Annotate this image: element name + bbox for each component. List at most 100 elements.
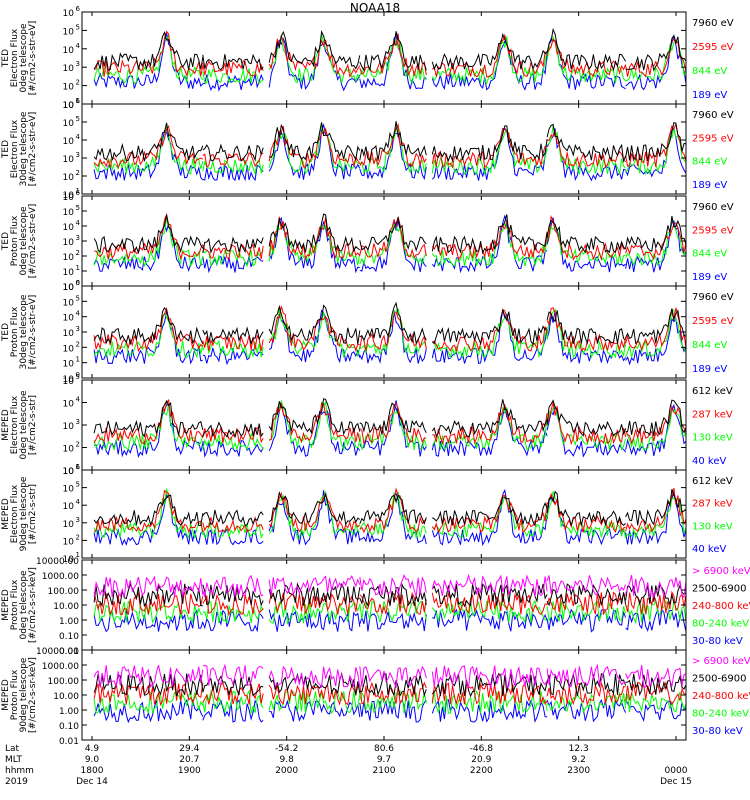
y-tick-label: 10	[63, 377, 75, 387]
y-axis-label: TED	[1, 49, 11, 68]
x-row-label: MLT	[5, 755, 23, 765]
series-trace-black	[431, 399, 548, 438]
y-tick-label: 10	[63, 445, 75, 455]
series-trace-blue	[268, 37, 361, 92]
series-trace-black	[625, 673, 687, 697]
y-axis-label: 30deg telescope	[19, 111, 29, 186]
panel-meped-electron-90deg	[93, 487, 687, 547]
series-trace-red	[268, 402, 361, 444]
y-tick-exponent: 6	[76, 97, 81, 105]
series-trace-black	[93, 214, 204, 255]
y-tick-exponent: 3	[76, 60, 80, 68]
y-tick-exponent: 2	[76, 533, 80, 541]
series-trace-green	[202, 522, 264, 539]
y-tick-label: 10	[63, 119, 75, 129]
legend-entry: 2500-6900	[692, 584, 747, 595]
series-trace-black	[625, 215, 687, 252]
y-tick-label: 10.00	[53, 602, 79, 612]
series-trace-red	[546, 402, 627, 445]
legend-entry: 844 eV	[692, 157, 727, 168]
series-trace-black	[268, 490, 361, 526]
series-trace-black	[431, 214, 548, 255]
y-tick-exponent: 3	[76, 516, 80, 524]
series-trace-green	[93, 33, 204, 85]
y-tick-label: 10	[63, 208, 75, 218]
series-trace-blue	[431, 488, 548, 547]
x-axis-hhmm-label: 2100	[373, 766, 396, 776]
y-axis-label: TED	[1, 232, 11, 251]
y-tick-label: 0.10	[59, 632, 79, 642]
y-axis-label: 0deg telescope	[19, 206, 29, 276]
series-trace-black	[359, 402, 427, 435]
series-trace-red	[268, 592, 360, 615]
series-trace-magenta	[625, 665, 687, 688]
series-trace-black	[546, 583, 627, 607]
series-trace-green	[431, 36, 548, 85]
y-tick-label: 10	[63, 329, 75, 339]
y-axis-label: 90deg telescope	[19, 657, 29, 732]
y-tick-label: 10	[63, 101, 75, 111]
y-axis-label: TED	[1, 140, 11, 159]
panel-frame	[81, 649, 687, 741]
x-row-label: Lat	[5, 744, 20, 754]
series-trace-green	[625, 408, 687, 451]
series-trace-red	[359, 402, 427, 446]
series-trace-green	[268, 309, 361, 358]
series-trace-green	[431, 690, 548, 714]
series-trace-red	[359, 591, 427, 615]
y-tick-exponent: 2	[76, 169, 80, 177]
series-trace-blue	[94, 403, 204, 458]
x-axis-mlt-label: 20.7	[179, 755, 199, 765]
y-axis-label: Proton Flux	[10, 306, 20, 357]
y-tick-label: 10	[63, 298, 75, 308]
series-trace-black	[93, 307, 204, 346]
series-trace-blue	[546, 310, 627, 365]
legend-entry: 287 keV	[692, 499, 733, 510]
series-trace-red	[546, 307, 627, 352]
series-trace-red	[94, 212, 204, 261]
series-trace-blue	[546, 406, 627, 458]
series-trace-green	[432, 316, 548, 360]
legend-entry: > 6900 keV	[692, 656, 750, 667]
y-tick-exponent: 6	[76, 279, 81, 287]
legend-entry: 844 eV	[692, 249, 727, 260]
series-trace-red	[625, 307, 687, 352]
series-trace-red	[431, 33, 548, 78]
series-trace-red	[268, 306, 360, 352]
y-tick-label: 10	[63, 485, 75, 495]
series-trace-red	[546, 214, 626, 261]
y-tick-exponent: 4	[76, 133, 81, 141]
series-trace-green	[269, 399, 361, 452]
y-tick-label: 10000.00	[36, 557, 79, 567]
series-trace-red	[432, 308, 548, 353]
legend-entry: 7960 eV	[692, 18, 734, 29]
series-trace-red	[625, 590, 687, 615]
series-trace-black	[93, 673, 204, 697]
y-tick-exponent: 4	[76, 498, 81, 506]
y-tick-label: 0.10	[59, 722, 79, 732]
y-tick-exponent: 5	[76, 204, 80, 212]
series-trace-black	[268, 304, 361, 345]
series-trace-black	[432, 309, 548, 346]
x-axis-hhmm-label: 1800	[81, 766, 104, 776]
x-axis-mlt-label: 9.8	[280, 755, 295, 765]
y-tick-exponent: 1	[76, 264, 80, 272]
series-trace-black	[202, 421, 264, 439]
panel-frame	[81, 195, 687, 287]
y-tick-exponent: 6	[76, 189, 81, 197]
series-trace-green	[431, 220, 548, 267]
series-trace-red	[432, 403, 548, 446]
legend-entry: 2595 eV	[692, 225, 734, 236]
y-tick-label: 10	[63, 27, 75, 37]
series-trace-black	[625, 489, 687, 526]
series-trace-black	[546, 672, 627, 696]
y-tick-label: 10	[63, 46, 75, 56]
legend-entry: 40 keV	[692, 456, 726, 467]
series-trace-black	[93, 399, 204, 438]
series-trace-blue	[268, 609, 361, 632]
series-trace-green	[625, 218, 687, 267]
series-trace-black	[202, 236, 264, 254]
x-axis-mlt-label: 9.7	[377, 755, 391, 765]
series-trace-black	[546, 27, 627, 72]
